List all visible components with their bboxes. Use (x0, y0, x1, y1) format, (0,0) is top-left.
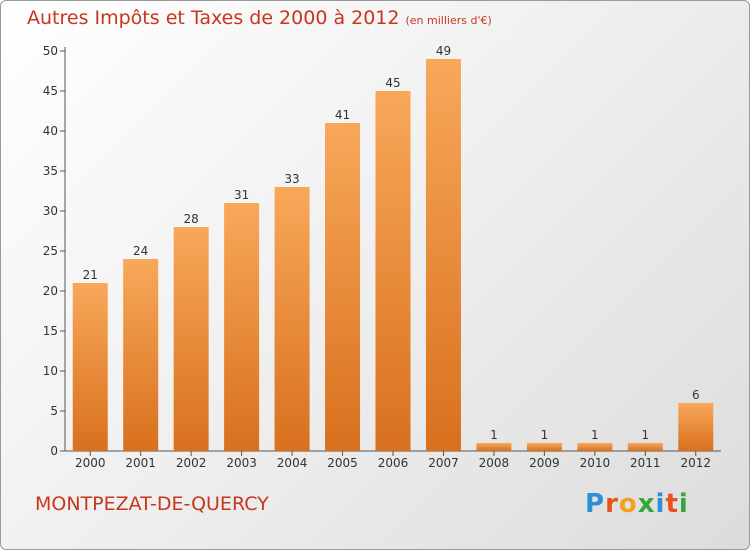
y-tick-label: 40 (43, 124, 58, 138)
bar (627, 443, 663, 451)
x-tick-label: 2010 (580, 456, 611, 470)
logo-letter: x (637, 489, 656, 519)
bar (224, 203, 260, 451)
bar-value-label: 1 (641, 428, 649, 442)
x-tick-label: 2006 (378, 456, 409, 470)
bar-value-label: 28 (184, 212, 199, 226)
bar-value-label: 6 (692, 388, 700, 402)
logo-letter: o (618, 489, 638, 519)
bar-value-label: 1 (541, 428, 549, 442)
bar (123, 259, 159, 451)
y-tick-label: 25 (43, 244, 58, 258)
y-tick-label: 45 (43, 84, 58, 98)
y-tick-label: 50 (43, 44, 58, 58)
bar (526, 443, 562, 451)
bar-value-label: 1 (591, 428, 599, 442)
logo-letter: i (678, 489, 689, 519)
bar-value-label: 24 (133, 244, 148, 258)
bar-value-label: 31 (234, 188, 249, 202)
bar-value-label: 45 (385, 76, 400, 90)
x-axis: 2000 2001 2002 2003 2004 2005 2006 2007 2008 2009… (65, 450, 721, 470)
x-tick-label: 2012 (680, 456, 711, 470)
bar (375, 91, 411, 451)
bar (678, 403, 714, 451)
y-tick-label: 5 (50, 404, 58, 418)
bar-value-label: 1 (490, 428, 498, 442)
x-tick-label: 2005 (327, 456, 358, 470)
bar-value-label: 41 (335, 108, 350, 122)
bars: 21 24 28 31 33 41 45 49 1 1 1 1 6 (72, 44, 714, 451)
commune-name: MONTPEZAT-DE-QUERCY (35, 493, 269, 515)
chart-subtitle: (en milliers d'€) (405, 14, 492, 27)
x-tick-label: 2002 (176, 456, 207, 470)
y-tick-label: 10 (43, 364, 58, 378)
bar (173, 227, 209, 451)
y-tick-label: 35 (43, 164, 58, 178)
chart-title: Autres Impôts et Taxes de 2000 à 2012 (en… (27, 7, 492, 29)
bar (425, 59, 461, 451)
x-tick-label: 2011 (630, 456, 661, 470)
logo-letter: i (655, 489, 666, 519)
bar (577, 443, 613, 451)
bar-value-label: 49 (436, 44, 451, 58)
proxiti-logo: Proxiti (585, 489, 689, 519)
x-tick-label: 2003 (226, 456, 257, 470)
x-tick-label: 2004 (277, 456, 308, 470)
bar (476, 443, 512, 451)
y-axis: 0 5 10 15 20 25 30 35 40 45 50 (43, 44, 66, 458)
x-tick-label: 2001 (125, 456, 156, 470)
bar (274, 187, 310, 451)
x-tick-label: 2007 (428, 456, 459, 470)
bar (72, 283, 108, 451)
logo-letter: t (665, 489, 679, 519)
chart-title-text: Autres Impôts et Taxes de 2000 à 2012 (27, 7, 400, 29)
logo-letter: P (585, 489, 606, 519)
y-tick-label: 20 (43, 284, 58, 298)
y-tick-label: 0 (50, 444, 58, 458)
x-tick-label: 2000 (75, 456, 106, 470)
x-tick-label: 2009 (529, 456, 560, 470)
bar-value-label: 21 (83, 268, 98, 282)
bar-value-label: 33 (284, 172, 299, 186)
y-tick-label: 30 (43, 204, 58, 218)
x-tick-label: 2008 (479, 456, 510, 470)
bar (325, 123, 361, 451)
y-tick-label: 15 (43, 324, 58, 338)
logo-letter: r (605, 489, 619, 519)
